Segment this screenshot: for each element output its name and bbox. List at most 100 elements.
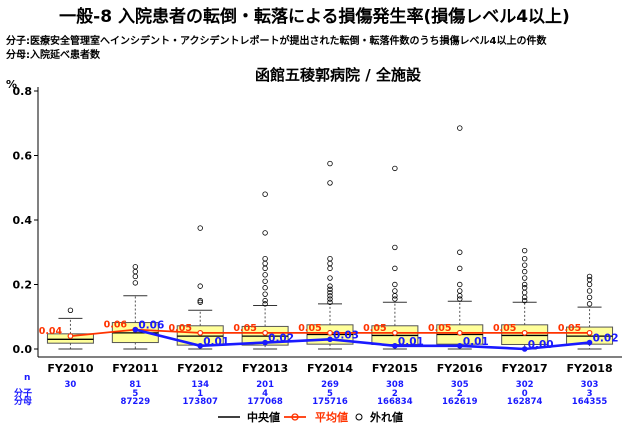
boxes-layer bbox=[46, 125, 614, 350]
outlier-point bbox=[586, 276, 593, 283]
outlier-point bbox=[262, 291, 268, 297]
table-denominator-value: 166834 bbox=[377, 397, 413, 407]
outlier-point bbox=[586, 294, 593, 301]
mean-point bbox=[456, 329, 463, 336]
outlier-point bbox=[262, 285, 268, 291]
mean-label: 0.05 bbox=[233, 323, 256, 334]
outlier-point bbox=[327, 180, 333, 186]
table-denominator-value: 162619 bbox=[442, 397, 478, 407]
outlier-point bbox=[392, 244, 398, 251]
hospital-label: 0.03 bbox=[333, 329, 359, 341]
outlier-point bbox=[521, 289, 528, 296]
table-n-value: 303 bbox=[581, 380, 599, 390]
table-numerator-value: 2 bbox=[392, 389, 398, 399]
mean-label: 0.05 bbox=[363, 323, 386, 334]
y-tick-label: 0.6 bbox=[13, 150, 33, 163]
mean-label: 0.04 bbox=[39, 326, 63, 337]
outlier-point bbox=[327, 299, 333, 305]
table-denominator-value: 162874 bbox=[507, 397, 543, 407]
table-numerator-value: 1 bbox=[197, 389, 203, 399]
legend-mean-label: 平均値 bbox=[315, 410, 348, 424]
hospital-label: 0.01 bbox=[203, 336, 229, 348]
mean-point bbox=[521, 329, 528, 336]
outlier-point bbox=[262, 297, 268, 304]
table-n-value: 269 bbox=[321, 380, 339, 390]
outlier-point bbox=[521, 262, 528, 268]
outlier-point bbox=[457, 249, 463, 255]
outlier-point bbox=[197, 297, 203, 304]
x-tick-label: FY2017 bbox=[502, 362, 548, 375]
outlier-point bbox=[586, 281, 593, 288]
outlier-point bbox=[67, 307, 74, 313]
table-n-value: 81 bbox=[129, 380, 141, 390]
table-denominator-value: 164355 bbox=[572, 397, 608, 407]
lines-layer: 0.04 0.06 0.05 0.05 0.05 0.05 0.05 0.05 0.05 0.06… bbox=[39, 320, 619, 352]
table-row-label: 分子 bbox=[14, 387, 32, 399]
x-tick-label: FY2015 bbox=[372, 362, 418, 375]
table-denominator-value: 177068 bbox=[247, 397, 283, 407]
hospital-label: 0.01 bbox=[463, 336, 489, 348]
outlier-point bbox=[262, 191, 268, 197]
hospital-point bbox=[456, 342, 463, 349]
mean-label: 0.05 bbox=[558, 323, 581, 334]
outlier-point bbox=[521, 268, 528, 275]
outlier-point bbox=[197, 283, 203, 289]
outlier-point bbox=[262, 278, 268, 284]
y-tick-label: 0.8 bbox=[13, 85, 33, 98]
mean-label: 0.06 bbox=[104, 320, 128, 331]
outlier-point bbox=[327, 283, 333, 289]
x-tick-label: FY2012 bbox=[177, 362, 223, 375]
hospital-label: 0.02 bbox=[593, 333, 619, 345]
x-tick-label: FY2016 bbox=[437, 362, 483, 375]
outlier-point bbox=[457, 265, 463, 272]
hospital-label: 0.02 bbox=[268, 333, 294, 345]
hospital-label: 0.00 bbox=[528, 339, 554, 351]
outlier-point bbox=[457, 281, 463, 288]
mean-point bbox=[67, 333, 74, 340]
outlier-point bbox=[132, 280, 139, 286]
x-tick-label: FY2011 bbox=[112, 362, 158, 375]
table-n-value: 302 bbox=[516, 380, 534, 390]
table-denominator-value: 173807 bbox=[182, 397, 218, 407]
outlier-point bbox=[521, 275, 528, 281]
outlier-point bbox=[521, 285, 528, 291]
outlier-point bbox=[392, 288, 398, 294]
mean-point bbox=[197, 329, 204, 336]
hospital-line bbox=[135, 328, 590, 351]
legend-outlier-marker bbox=[355, 413, 363, 421]
outlier-point bbox=[521, 281, 528, 288]
hospital-point bbox=[586, 339, 593, 346]
outlier-point bbox=[327, 293, 333, 299]
outlier-point bbox=[457, 293, 463, 299]
hospital-point bbox=[392, 342, 398, 349]
numerator-definition: 分子:医療安全管理室へインシデント・アクシデントレポートが提出された転倒・転落件… bbox=[6, 36, 547, 47]
outlier-point bbox=[457, 296, 463, 302]
outlier-point bbox=[392, 296, 398, 302]
outlier-point bbox=[327, 265, 333, 272]
x-tick-label: FY2013 bbox=[242, 362, 288, 375]
table-numerator-value: 3 bbox=[587, 389, 593, 399]
outlier-point bbox=[392, 293, 398, 299]
outlier-point bbox=[521, 297, 528, 304]
x-tick-label: FY2018 bbox=[567, 362, 613, 375]
table-n-value: 134 bbox=[191, 380, 209, 390]
outlier-point bbox=[327, 296, 333, 302]
outlier-point bbox=[197, 299, 203, 305]
hospital-label: 0.06 bbox=[138, 320, 164, 332]
x-tick-label: FY2010 bbox=[47, 362, 93, 375]
axes: 0.0 0.2 0.4 0.6 0.8 FY2010 FY2011 FY2012 FY2013 F… bbox=[13, 85, 622, 375]
mean-point bbox=[391, 329, 398, 336]
outlier-point bbox=[132, 268, 139, 275]
outlier-point bbox=[327, 289, 333, 296]
outlier-point bbox=[262, 256, 268, 262]
legend: 中央値 平均値 外れ値 bbox=[218, 410, 403, 424]
hospital-point bbox=[521, 346, 528, 352]
table-numerator-value: 4 bbox=[262, 389, 268, 399]
legend-outlier-label: 外れ値 bbox=[369, 410, 403, 424]
legend-median-label: 中央値 bbox=[247, 410, 280, 424]
x-tick-label: FY2014 bbox=[307, 362, 353, 375]
hospital-point bbox=[197, 342, 204, 349]
page-title: 一般-8 入院患者の転倒・転落による損傷発生率(損傷レベル4以上) bbox=[59, 7, 570, 27]
